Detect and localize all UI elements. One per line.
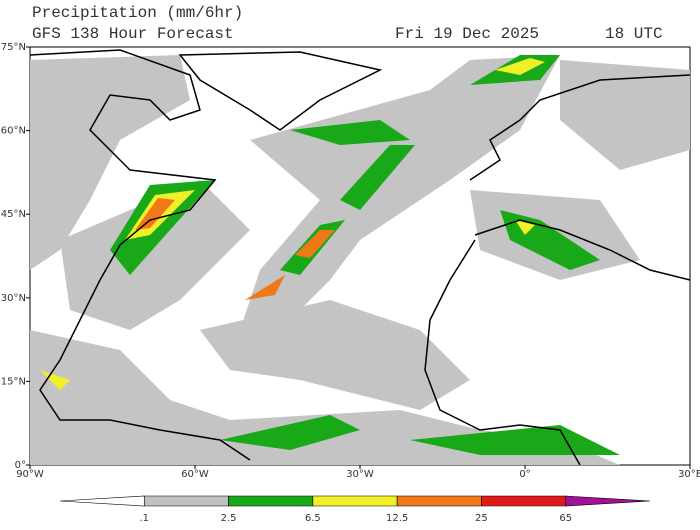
colorbar-swatch bbox=[481, 495, 567, 507]
title: Precipitation (mm/6hr) bbox=[32, 4, 243, 22]
colorbar-swatch bbox=[143, 495, 229, 507]
model: GFS 138 Hour Forecast bbox=[32, 25, 234, 43]
time: 18 UTC bbox=[605, 25, 663, 43]
colorbar-label: 6.5 bbox=[305, 513, 321, 524]
date: Fri 19 Dec 2025 bbox=[395, 25, 539, 43]
colorbar-swatch bbox=[312, 495, 398, 507]
colorbar-swatch bbox=[59, 495, 145, 507]
colorbar: .1 2.5 6.5 12.5 25 65 bbox=[59, 495, 651, 524]
lon-tick-label: 30°E bbox=[678, 469, 700, 480]
lon-tick-label: 60°W bbox=[181, 469, 209, 480]
colorbar-label: .1 bbox=[140, 513, 150, 524]
colorbar-label: 65 bbox=[559, 513, 572, 524]
light-precip bbox=[30, 55, 690, 465]
colorbar-label: 12.5 bbox=[386, 513, 408, 524]
lon-tick-label: 30°W bbox=[346, 469, 374, 480]
colorbar-label: 25 bbox=[475, 513, 488, 524]
moderate-precip bbox=[40, 55, 620, 455]
lat-tick-label: 0° bbox=[15, 460, 26, 471]
lat-tick-label: 75°N bbox=[1, 42, 26, 53]
lat-tick-label: 60°N bbox=[1, 126, 26, 137]
lon-tick-label: 0° bbox=[519, 469, 530, 480]
coastlines bbox=[29, 49, 691, 466]
lon-tick-label: 90°W bbox=[16, 469, 44, 480]
colorbar-swatch bbox=[228, 495, 314, 507]
colorbar-swatch bbox=[565, 495, 651, 507]
colorbar-label: 2.5 bbox=[221, 513, 237, 524]
lat-tick-label: 45°N bbox=[1, 209, 26, 220]
map: 75°N60°N45°N30°N15°N0°90°W 60°W 30°W 0° 30°E bbox=[1, 42, 700, 480]
lat-tick-label: 15°N bbox=[1, 376, 26, 387]
lat-tick-label: 30°N bbox=[1, 293, 26, 304]
map-ticks: 75°N60°N45°N30°N15°N0°90°W 60°W 30°W 0° 30°E bbox=[1, 42, 700, 480]
colorbar-swatch bbox=[396, 495, 482, 507]
